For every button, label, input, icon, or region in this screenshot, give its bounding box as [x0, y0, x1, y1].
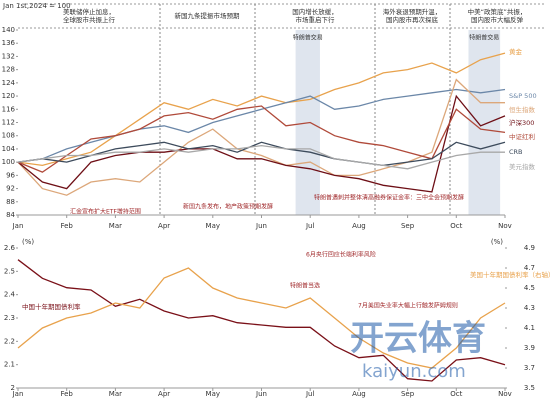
y-tick-label: 96 — [6, 171, 15, 179]
y-tick-label: 140 — [2, 26, 15, 34]
y-tick-label: 2.4 — [4, 291, 16, 299]
annotation: 7月美国失业率大幅上行触发萨姆规则 — [358, 302, 458, 310]
series-line — [17, 78, 505, 196]
y2-tick-label: 4.5 — [524, 284, 535, 292]
series-line — [17, 94, 506, 193]
period-note: 国内增长放缓，市场重启下行 — [292, 7, 338, 24]
shaded-label: 特朗普交易 — [469, 34, 499, 42]
annotation: 6月央行回应长端利率风险 — [306, 251, 376, 259]
series-label: 中国十年期国债利率 — [22, 302, 81, 311]
x-tick-label: Jan — [12, 222, 24, 230]
shaded-label: 特朗普交易 — [293, 34, 323, 42]
watermark-brand: 开云体育 — [350, 319, 486, 359]
x-tick-label: Jul — [305, 390, 315, 398]
x-tick-label: Jan — [12, 390, 24, 398]
y-tick-label: 84 — [6, 211, 15, 219]
x-tick-label: Feb — [60, 390, 73, 398]
series-line — [17, 141, 506, 167]
y2-tick-label: 4.9 — [524, 244, 535, 252]
y-tick-label: 92 — [6, 185, 15, 193]
x-tick-label: Nov — [498, 390, 512, 398]
x-tick-label: May — [206, 390, 220, 398]
series-line — [17, 267, 506, 369]
series-label: 沪深300 — [509, 118, 534, 127]
x-tick-label: Sep — [401, 222, 415, 230]
x-tick-label: Mar — [109, 390, 122, 398]
y-tick-label: 120 — [2, 92, 15, 100]
series-label: S&P 500 — [509, 92, 537, 100]
x-tick-label: Aug — [352, 222, 366, 230]
watermark-site: kaiyun.com — [362, 361, 466, 382]
annotation: 汇金宣布扩大ETF增持范围 — [70, 208, 141, 216]
base-note: Jan 1st,2024 = 100 — [2, 2, 71, 10]
y-tick-label: 2.2 — [4, 337, 15, 345]
series-label: 美元指数 — [509, 162, 536, 171]
y2-tick-label: 4.1 — [524, 324, 535, 332]
shaded-region — [468, 30, 501, 215]
x-tick-label: May — [206, 222, 220, 230]
x-tick-label: Apr — [158, 222, 170, 230]
x-tick-label: Jun — [255, 390, 267, 398]
y-tick-label: 112 — [2, 119, 15, 127]
series-label: CRB — [509, 148, 523, 156]
y-tick-label: 132 — [2, 52, 15, 60]
period-note: 海外衰退预期升温，国内股市再次探底 — [383, 7, 442, 24]
period-note: 美联储停止加息，全球股市共振上行 — [63, 7, 116, 24]
series-line — [17, 105, 506, 173]
y2-tick-label: 4.3 — [524, 304, 535, 312]
annotation: 特朗普遇刺并整体清高融券保证金率：三中全会预期发酵 — [314, 194, 464, 202]
series-line — [17, 259, 506, 382]
y2-unit: (%) — [491, 238, 503, 246]
x-tick-label: Feb — [60, 222, 73, 230]
x-tick-label: Oct — [450, 390, 462, 398]
annotation: 新国九条发布，地产政策预期发酵 — [183, 203, 273, 211]
y-tick-label: 108 — [2, 132, 15, 140]
y2-tick-label: 3.5 — [524, 384, 535, 392]
y-tick-label: 2.1 — [4, 361, 15, 369]
y-tick-label: 136 — [2, 39, 16, 47]
x-tick-label: Jun — [255, 222, 267, 230]
x-tick-label: Apr — [158, 390, 170, 398]
y-tick-label: 128 — [2, 66, 15, 74]
series-line — [17, 88, 506, 163]
y-tick-label: 104 — [2, 145, 16, 153]
y-tick-label: 2.3 — [4, 314, 15, 322]
x-tick-label: Oct — [450, 222, 462, 230]
series-label: 黄金 — [509, 47, 523, 56]
y2-tick-label: 3.7 — [524, 364, 535, 372]
y-unit: (%) — [22, 238, 34, 246]
series-label: 美国十年期国债利率（右轴） — [470, 270, 550, 279]
x-tick-label: Mar — [109, 222, 122, 230]
x-tick-label: Sep — [401, 390, 415, 398]
y-tick-label: 124 — [2, 79, 16, 87]
x-tick-label: Aug — [352, 390, 366, 398]
series-line — [17, 144, 505, 170]
x-tick-label: Jul — [305, 222, 315, 230]
y2-tick-label: 4.7 — [524, 264, 535, 272]
y-tick-label: 88 — [6, 198, 15, 206]
x-tick-label: Nov — [498, 222, 512, 230]
y-tick-label: 100 — [2, 158, 15, 166]
y-tick-label: 2.5 — [4, 267, 15, 275]
series-label: 中证红利 — [509, 132, 535, 141]
series-label: 恒生指数 — [509, 105, 536, 114]
period-note: 新国九条提振市场预期 — [175, 11, 241, 20]
y-tick-label: 2.6 — [4, 244, 16, 252]
period-note: 中美“政策底”共振，国内股市大幅反弹 — [468, 7, 527, 24]
y-tick-label: 2 — [11, 384, 15, 392]
series-line — [17, 52, 506, 167]
annotation: 特朗普当选 — [290, 282, 320, 290]
y-tick-label: 116 — [2, 105, 16, 113]
y2-tick-label: 3.9 — [524, 344, 535, 352]
